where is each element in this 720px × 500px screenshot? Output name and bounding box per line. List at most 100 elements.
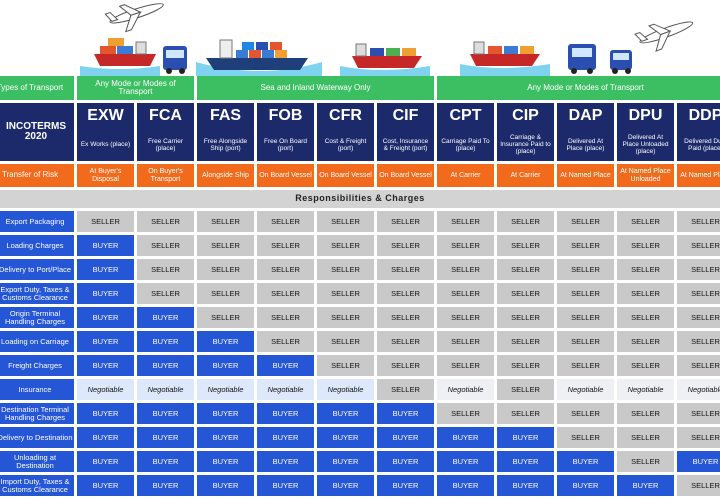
responsibility-cell: SELLER: [677, 211, 720, 232]
responsibility-cell: SELLER: [317, 355, 374, 376]
responsibility-cell: SELLER: [677, 235, 720, 256]
risk-point: At Buyer's Disposal: [77, 164, 134, 187]
responsibility-cell: Negotiable: [677, 379, 720, 400]
responsibility-cell: SELLER: [437, 403, 494, 424]
responsibility-cell: BUYER: [257, 451, 314, 472]
responsibility-cell: SELLER: [617, 259, 674, 280]
risk-point: On Board Vessel: [317, 164, 374, 187]
responsibility-cell: BUYER: [197, 427, 254, 448]
responsibility-cell: BUYER: [77, 475, 134, 496]
term-description: Free Carrier (place): [137, 130, 194, 161]
responsibility-cell: SELLER: [137, 259, 194, 280]
responsibility-cell: SELLER: [557, 283, 614, 304]
incoterms-label: INCOTERMS 2020: [0, 103, 74, 161]
risk-point: At Named Place: [677, 164, 720, 187]
responsibility-cell: SELLER: [617, 235, 674, 256]
responsibility-cell: SELLER: [317, 307, 374, 328]
term-description: Ex Works (place): [77, 130, 134, 161]
responsibility-cell: SELLER: [317, 283, 374, 304]
responsibility-cell: BUYER: [557, 475, 614, 496]
responsibility-cell: BUYER: [497, 451, 554, 472]
row-label: Origin Terminal Handling Charges: [0, 307, 74, 328]
row-label: Export Duty, Taxes & Customs Clearance: [0, 283, 74, 304]
responsibility-cell: SELLER: [257, 307, 314, 328]
responsibility-cell: SELLER: [557, 403, 614, 424]
responsibility-cell: BUYER: [77, 403, 134, 424]
responsibility-cell: BUYER: [317, 475, 374, 496]
responsibility-cell: BUYER: [257, 403, 314, 424]
term-code: FAS: [197, 103, 254, 130]
responsibility-cell: SELLER: [377, 307, 434, 328]
responsibility-cell: SELLER: [677, 427, 720, 448]
responsibility-cell: BUYER: [77, 355, 134, 376]
responsibility-cell: BUYER: [77, 283, 134, 304]
responsibility-cell: BUYER: [257, 355, 314, 376]
responsibility-cell: SELLER: [617, 451, 674, 472]
transport-illustration: [80, 3, 694, 76]
risk-point: At Named Place: [557, 164, 614, 187]
responsibility-cell: SELLER: [437, 235, 494, 256]
responsibility-cell: BUYER: [437, 475, 494, 496]
term-description: Carriage & Insurance Paid to (place): [497, 130, 554, 161]
responsibility-cell: SELLER: [317, 235, 374, 256]
row-label: Delivery to Destination: [0, 427, 74, 448]
responsibility-cell: SELLER: [377, 211, 434, 232]
responsibility-cell: SELLER: [617, 331, 674, 352]
responsibility-cell: BUYER: [137, 427, 194, 448]
responsibility-cell: SELLER: [557, 355, 614, 376]
responsibility-cell: SELLER: [617, 427, 674, 448]
responsibility-cell: BUYER: [77, 331, 134, 352]
term-code: FCA: [137, 103, 194, 130]
responsibility-cell: SELLER: [617, 355, 674, 376]
responsibility-cell: BUYER: [377, 403, 434, 424]
responsibility-cell: BUYER: [137, 307, 194, 328]
responsibility-cell: SELLER: [437, 307, 494, 328]
responsibility-cell: BUYER: [137, 355, 194, 376]
term-description: Delivered At Place Unloaded (place): [617, 130, 674, 161]
responsibility-cell: SELLER: [437, 211, 494, 232]
responsibility-cell: Negotiable: [317, 379, 374, 400]
responsibility-cell: SELLER: [377, 259, 434, 280]
risk-point: At Carrier: [497, 164, 554, 187]
responsibility-cell: SELLER: [377, 379, 434, 400]
term-description: Free On Board (port): [257, 130, 314, 161]
responsibility-cell: SELLER: [617, 403, 674, 424]
responsibility-cell: SELLER: [497, 355, 554, 376]
responsibility-cell: SELLER: [617, 283, 674, 304]
responsibility-cell: SELLER: [677, 355, 720, 376]
term-description: Delivered At Place (place): [557, 130, 614, 161]
term-description: Cost, Insurance & Freight (port): [377, 130, 434, 161]
responsibility-cell: SELLER: [197, 211, 254, 232]
row-label: Freight Charges: [0, 355, 74, 376]
responsibility-cell: BUYER: [437, 427, 494, 448]
responsibility-cell: Negotiable: [77, 379, 134, 400]
responsibility-cell: SELLER: [677, 403, 720, 424]
row-label: Insurance: [0, 379, 74, 400]
row-label: Import Duty, Taxes & Customs Clearance: [0, 475, 74, 496]
responsibility-cell: BUYER: [377, 475, 434, 496]
responsibility-cell: SELLER: [317, 211, 374, 232]
responsibility-cell: SELLER: [377, 235, 434, 256]
responsibility-cell: BUYER: [257, 475, 314, 496]
risk-point: Alongside Ship: [197, 164, 254, 187]
responsibility-cell: SELLER: [257, 259, 314, 280]
responsibility-cell: SELLER: [437, 283, 494, 304]
responsibility-cell: SELLER: [617, 307, 674, 328]
responsibility-cell: BUYER: [257, 427, 314, 448]
responsibility-cell: SELLER: [377, 283, 434, 304]
responsibility-cell: BUYER: [77, 259, 134, 280]
responsibility-cell: SELLER: [377, 355, 434, 376]
term-code: EXW: [77, 103, 134, 130]
responsibility-cell: BUYER: [197, 331, 254, 352]
responsibility-cell: SELLER: [497, 379, 554, 400]
responsibility-cell: SELLER: [557, 235, 614, 256]
term-code: CIP: [497, 103, 554, 130]
responsibility-cell: SELLER: [497, 283, 554, 304]
responsibility-cell: SELLER: [317, 259, 374, 280]
responsibility-cell: BUYER: [677, 451, 720, 472]
responsibility-cell: BUYER: [497, 475, 554, 496]
responsibility-cell: SELLER: [497, 259, 554, 280]
responsibility-cell: SELLER: [137, 235, 194, 256]
row-label: Unloading at Destination: [0, 451, 74, 472]
term-description: Carriage Paid To (place): [437, 130, 494, 161]
